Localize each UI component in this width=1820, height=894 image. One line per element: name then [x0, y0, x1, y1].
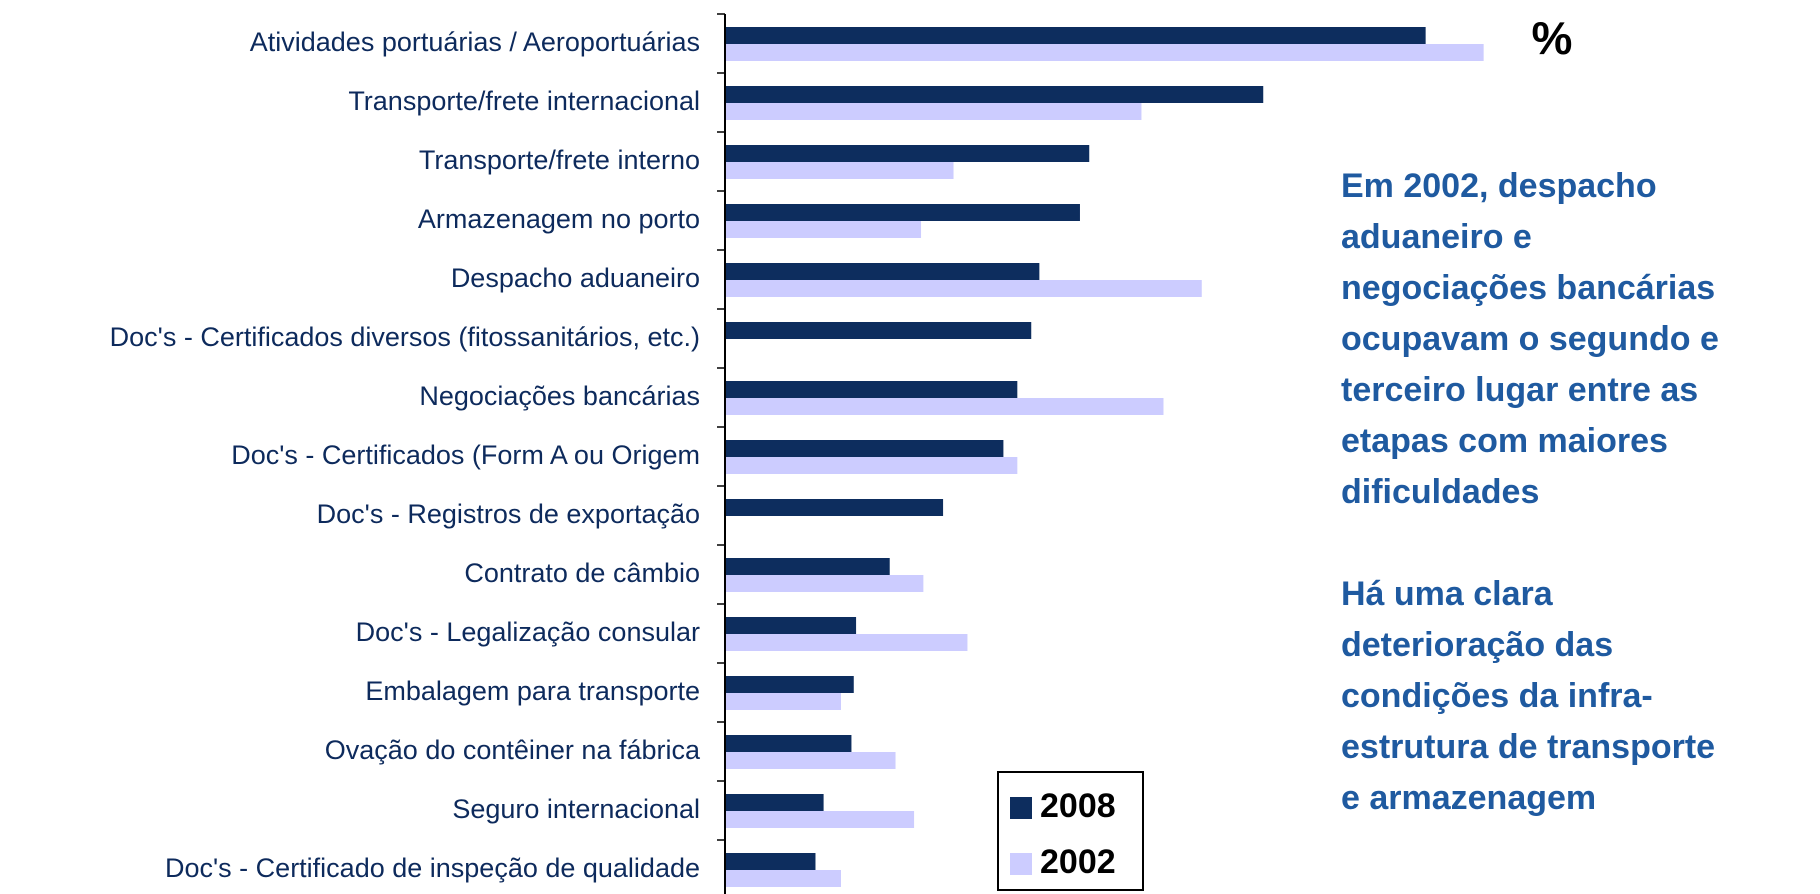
- y-tick-label: Transporte/frete internacional: [348, 86, 700, 116]
- bar: [725, 811, 915, 828]
- bar: [725, 735, 852, 752]
- y-tick-label: Transporte/frete interno: [419, 145, 700, 175]
- annotation: aduaneiro e: [1341, 218, 1532, 256]
- y-tick-label: Contrato de câmbio: [464, 558, 700, 588]
- bar: [725, 162, 954, 179]
- annotation: dificuldades: [1341, 473, 1539, 511]
- bar: [725, 634, 968, 651]
- bar: [725, 322, 1032, 339]
- annotation: Há uma clara: [1341, 575, 1554, 613]
- y-tick-label: Armazenagem no porto: [418, 204, 700, 234]
- bar: [725, 86, 1264, 103]
- bar: [725, 853, 816, 870]
- y-tick-label: Doc's - Certificados (Form A ou Origem: [231, 440, 700, 470]
- bar: [725, 676, 854, 693]
- y-tick-label: Doc's - Certificados diversos (fitossani…: [110, 322, 700, 352]
- bar: [725, 558, 890, 575]
- legend-swatch: [1010, 853, 1032, 875]
- annotation: condições da infra-: [1341, 677, 1653, 715]
- annotation: negociações bancárias: [1341, 269, 1715, 307]
- bar: [725, 870, 841, 887]
- bar: [725, 499, 944, 516]
- y-tick-label: Ovação do contêiner na fábrica: [325, 735, 701, 765]
- bar: [725, 280, 1202, 297]
- bar: [725, 693, 841, 710]
- annotation: terceiro lugar entre as: [1341, 371, 1698, 409]
- bar: [725, 752, 896, 769]
- annotation: etapas com maiores: [1341, 422, 1668, 460]
- bar: [725, 221, 922, 238]
- bar: [725, 27, 1426, 44]
- bar: [725, 381, 1018, 398]
- y-tick-label: Doc's - Legalização consular: [356, 617, 700, 647]
- legend-label: 2002: [1040, 843, 1116, 881]
- y-tick-label: Negociações bancárias: [419, 381, 700, 411]
- bar: [725, 263, 1040, 280]
- annotation: Em 2002, despacho: [1341, 167, 1657, 205]
- y-tick-label: Despacho aduaneiro: [451, 263, 700, 293]
- legend-swatch: [1010, 797, 1032, 819]
- bar: [725, 617, 857, 634]
- bar: [725, 204, 1080, 221]
- y-tick-label: Embalagem para transporte: [365, 676, 700, 706]
- y-tick-label: Doc's - Registros de exportação: [317, 499, 700, 529]
- annotation: e armazenagem: [1341, 779, 1596, 817]
- y-tick-label: Seguro internacional: [452, 794, 700, 824]
- annotation: deterioração das: [1341, 626, 1613, 664]
- annotation: ocupavam o segundo e: [1341, 320, 1719, 358]
- bar: [725, 398, 1164, 415]
- y-tick-label: Atividades portuárias / Aeroportuárias: [250, 27, 700, 57]
- bar: [725, 145, 1090, 162]
- bar: [725, 103, 1142, 120]
- legend-label: 2008: [1040, 787, 1116, 825]
- bar: [725, 440, 1004, 457]
- bar: [725, 575, 924, 592]
- bar: [725, 44, 1484, 61]
- bar: [725, 794, 824, 811]
- annotation: estrutura de transporte: [1341, 728, 1715, 766]
- unit-label: %: [1532, 12, 1573, 64]
- bar: [725, 457, 1018, 474]
- y-tick-label: Doc's - Certificado de inspeção de quali…: [165, 853, 700, 883]
